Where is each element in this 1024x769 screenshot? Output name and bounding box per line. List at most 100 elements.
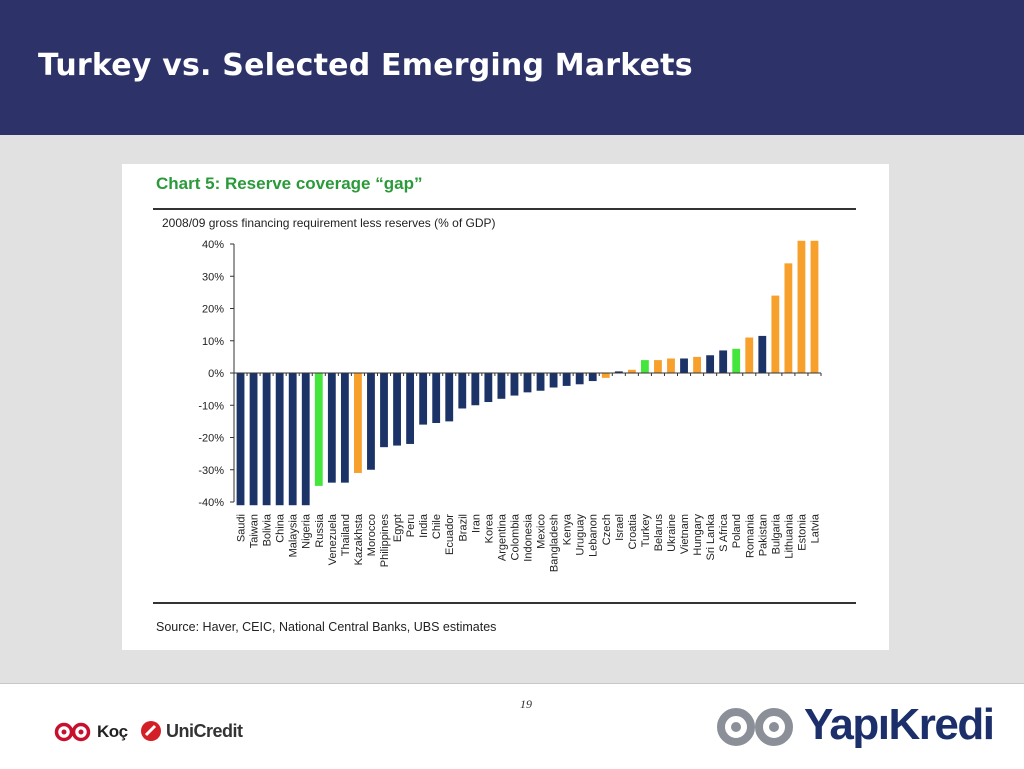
bar xyxy=(732,348,741,373)
unicredit-logo: UniCredit xyxy=(140,720,243,742)
yapikredi-logo: YapıKredi xyxy=(716,700,995,750)
bar xyxy=(510,373,519,396)
x-tick-label: Belarus xyxy=(653,514,665,552)
x-tick-label: Lebanon xyxy=(588,514,600,557)
bar xyxy=(536,373,545,391)
bar xyxy=(640,360,649,373)
bar xyxy=(432,373,441,423)
bar xyxy=(484,373,493,403)
x-tick-label: Morocco xyxy=(366,514,378,556)
x-tick-label: Brazil xyxy=(457,514,469,542)
bar xyxy=(627,369,636,373)
bar xyxy=(249,373,258,506)
bar xyxy=(588,373,597,382)
bar xyxy=(601,373,610,378)
bar xyxy=(445,373,454,422)
slide-header: Turkey vs. Selected Emerging Markets xyxy=(0,0,1024,135)
bar xyxy=(406,373,415,444)
x-tick-label: Uruguay xyxy=(575,514,587,556)
bar xyxy=(523,373,532,393)
bar xyxy=(562,373,571,386)
bar xyxy=(654,360,662,373)
x-tick-label: Bulgaria xyxy=(770,513,782,554)
x-tick-label: Saudi xyxy=(236,514,248,542)
x-tick-label: Pakistan xyxy=(757,514,769,556)
bar xyxy=(354,373,362,473)
x-tick-label: Estonia xyxy=(796,513,808,551)
bar xyxy=(549,373,558,388)
x-tick-label: Lithuania xyxy=(783,513,795,559)
x-tick-label: Turkey xyxy=(640,514,652,548)
yapikredi-logo-text: YapıKredi xyxy=(804,700,995,749)
x-tick-label: Kazakhsta xyxy=(353,513,365,565)
x-tick-label: Czech xyxy=(601,514,613,545)
y-axis-label: 2008/09 gross financing requirement less… xyxy=(162,216,496,230)
bar xyxy=(367,373,375,470)
x-tick-label: Kenya xyxy=(562,513,574,545)
bar xyxy=(693,356,701,373)
bar xyxy=(458,373,467,409)
bar xyxy=(419,373,428,425)
bar xyxy=(288,373,297,506)
bar-chart: 40% 30% 20% 10% 0% -10% -20% -30% -40% Saudi Taiwa… xyxy=(198,239,822,572)
x-tick-label: Ecuador xyxy=(444,514,456,555)
bar xyxy=(810,240,819,373)
x-tick-label: Colombia xyxy=(509,513,521,560)
yapikredi-swirl-icon xyxy=(717,708,793,746)
slide-title: Turkey vs. Selected Emerging Markets xyxy=(38,48,693,83)
bar xyxy=(680,358,688,373)
bar xyxy=(706,355,715,373)
chart-card: Chart 5: Reserve coverage “gap” 2008/09 … xyxy=(122,164,889,650)
unicredit-emblem-icon xyxy=(141,721,161,741)
x-tick-label: Ukraine xyxy=(666,514,678,552)
x-tick-label: Hungary xyxy=(692,514,704,556)
bar xyxy=(771,295,780,373)
x-tick-label: Sri Lanka xyxy=(705,513,717,560)
koc-logo: Koç xyxy=(54,722,128,742)
bar xyxy=(340,373,349,483)
bar xyxy=(758,335,767,373)
x-tick-label: Malaysia xyxy=(288,513,300,557)
x-tick-label: Taiwan xyxy=(249,514,261,548)
bar xyxy=(614,371,623,373)
x-tick-label: Korea xyxy=(483,513,495,543)
bar xyxy=(380,373,388,448)
page-number: 19 xyxy=(520,697,532,711)
y-tick-label: 0% xyxy=(208,368,224,380)
bottom-rule xyxy=(153,602,856,604)
x-tick-label: Philippines xyxy=(379,514,391,568)
x-tick-label: India xyxy=(418,513,430,538)
bar xyxy=(393,373,401,446)
x-tick-label: Indonesia xyxy=(523,513,535,562)
bar xyxy=(262,373,271,506)
y-tick-label: 30% xyxy=(202,271,224,283)
x-tick-label: Bangladesh xyxy=(549,514,561,572)
x-tick-label: China xyxy=(275,513,287,543)
x-tick-label: S Africa xyxy=(718,513,730,552)
bar xyxy=(275,373,284,506)
unicredit-logo-text: UniCredit xyxy=(166,720,243,741)
bar xyxy=(667,358,675,373)
bar xyxy=(797,240,806,373)
bar xyxy=(497,373,506,399)
x-tick-label: Bolivia xyxy=(262,513,274,546)
chart-source: Source: Haver, CEIC, National Central Ba… xyxy=(156,620,497,634)
bar xyxy=(784,263,793,373)
x-tick-label: Nigeria xyxy=(301,513,313,549)
x-tick-label: Vietnam xyxy=(679,514,691,554)
x-tick-label: Argentina xyxy=(496,513,508,561)
slide-footer xyxy=(0,683,1024,769)
x-tick-label: Peru xyxy=(405,514,417,537)
x-tick-label: Thailand xyxy=(340,514,352,556)
y-tick-label: -30% xyxy=(198,465,224,477)
x-tick-label: Egypt xyxy=(392,514,404,542)
bar xyxy=(471,373,480,406)
y-tick-label: 40% xyxy=(202,239,224,251)
bar xyxy=(745,337,754,373)
koc-logo-text: Koç xyxy=(97,722,128,741)
bar xyxy=(575,373,584,385)
x-tick-label: Croatia xyxy=(627,513,639,549)
chart-title: Chart 5: Reserve coverage “gap” xyxy=(156,174,423,193)
x-tick-label: Israel xyxy=(614,514,626,541)
x-tick-label: Latvia xyxy=(809,513,821,543)
